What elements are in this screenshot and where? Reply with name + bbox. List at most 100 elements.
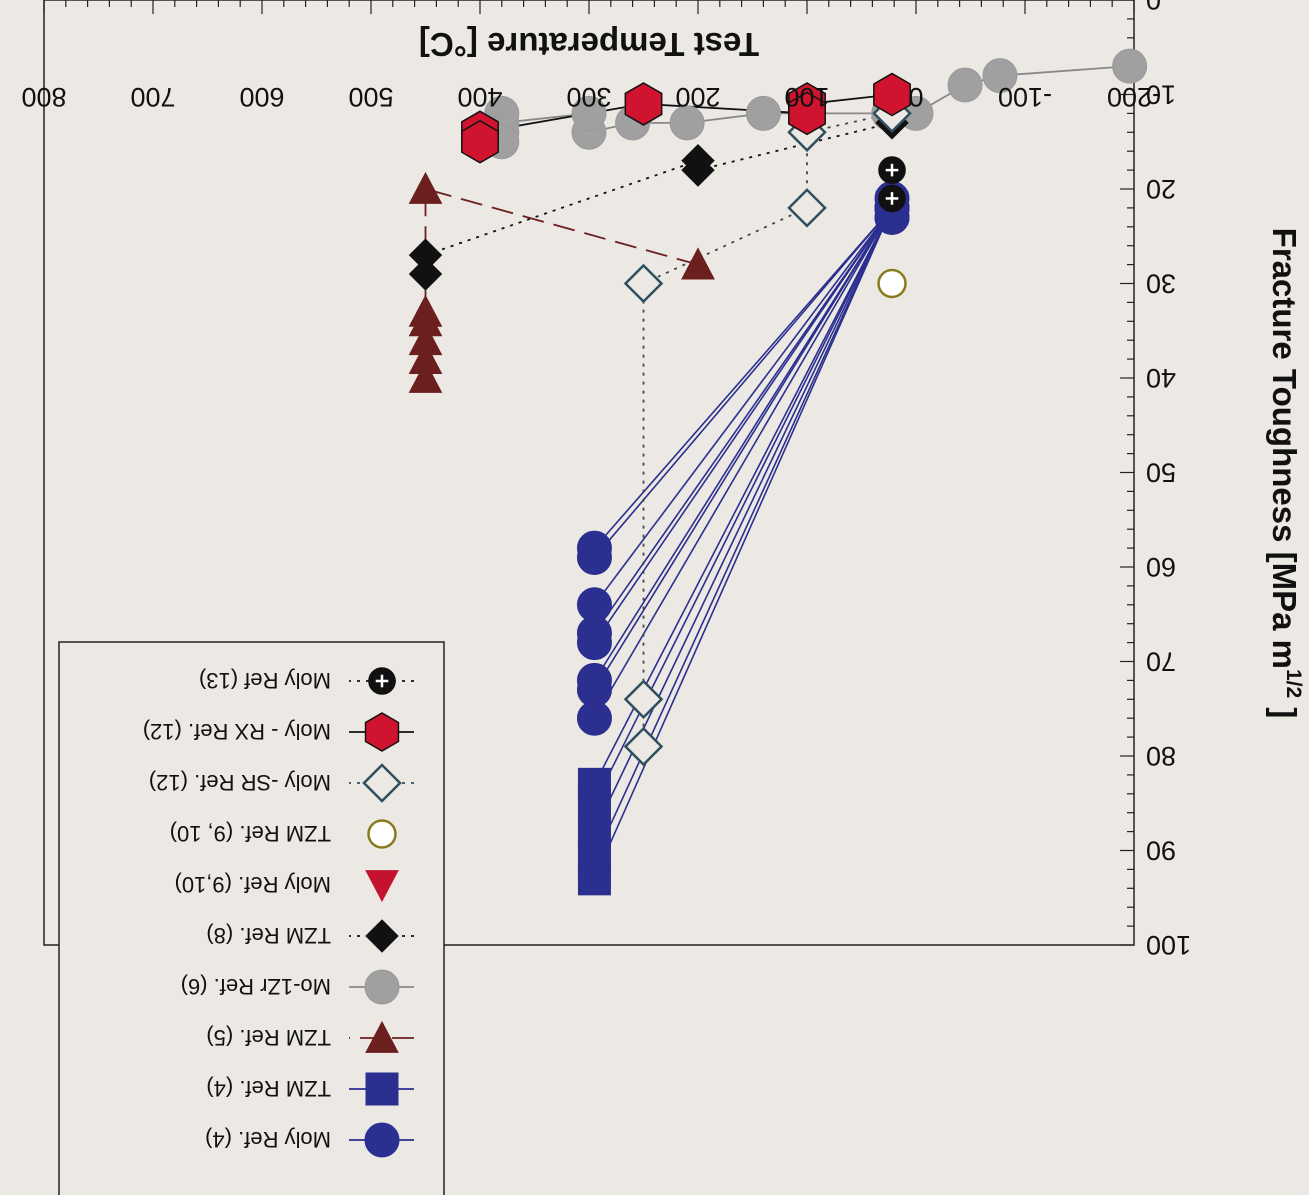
moly-sr-ref-12-point [623,679,664,720]
circle-shape [576,700,612,736]
moly-ref-4-line [593,207,893,681]
triangle-shape [365,870,399,903]
y-tick-label: 90 [1146,836,1176,866]
tzm-ref-4-point [577,786,611,820]
legend-label: Moly Ref. (9,10) [175,872,332,897]
moly-ref-13-point [878,184,906,213]
mo-1zr-ref-6-point [1112,48,1148,84]
moly-ref-4-line [593,207,893,644]
diamond-shape [623,726,664,767]
tzm-ref-4-line [593,207,893,861]
legend-entry-tzm-ref-8: TZM Ref. (8) [206,919,414,953]
diamond-shape [365,919,399,953]
tick-labels: -200 -100 0 100 200 300 400 500 600 700 800 0 10 20 30… [21,0,1191,960]
moly-ref-4-point [576,700,612,736]
circle-shape [367,819,397,849]
legend-marker [365,870,399,903]
circle-shape [576,540,612,576]
y-tick-label: 20 [1146,174,1176,204]
legend-marker [364,969,400,1005]
legend-label: Moly Ref (13) [199,668,331,693]
diamond-shape [623,263,664,304]
y-tick-label: 30 [1146,269,1176,299]
legend-entry-tzm-ref-4: TZM Ref. (4) [206,1072,414,1106]
tzm-ref-5-point [408,171,443,204]
circle-shape [982,58,1018,94]
y-tick-label: 80 [1146,741,1176,771]
moly-ref-4-line [593,207,893,606]
circle-shape [745,95,781,131]
legend-label: TZM Ref. (9, 10) [170,821,331,846]
data-points [408,48,1148,896]
x-tick-label: -100 [998,82,1052,112]
triangle-shape [408,360,443,393]
square-shape [577,815,611,849]
moly-sr-ref-12-point [787,188,827,228]
y-tick-label: 100 [1146,930,1191,960]
tzm-ref-8-point [408,238,443,272]
legend-marker [362,763,402,803]
moly-sr-ref-12-point [623,726,664,767]
moly-rx-ref-12-point [624,82,663,126]
legend-marker [368,667,396,695]
legend-entry-moly-ref-13: Moly Ref (13) [199,667,414,695]
legend-entry-moly-ref-9-10: Moly Ref. (9,10) [175,870,399,903]
diamond-shape [787,188,827,228]
mo-1zr-ref-6-point [947,67,983,103]
tzm-ref-4-point [577,815,611,849]
series-lines [424,65,1130,880]
circle-shape [877,268,907,299]
y-tick-label: 50 [1146,458,1176,488]
mo-1zr-ref-6-point [982,58,1018,94]
y-tick-label: 10 [1146,80,1176,110]
x-tick-label: 500 [348,82,393,112]
hexagon-shape [461,119,499,164]
legend-entry-tzm-ref-9-10: TZM Ref. (9, 10) [170,819,397,849]
moly-rx-ref-12-point [873,72,911,117]
circle-shape [364,969,400,1005]
y-tick-label: 40 [1146,363,1176,393]
axis-ticks [43,0,1135,946]
legend-entry-moly-rx-ref-12: Moly - RX Ref. (12) [143,712,414,752]
y-tick-label: 0 [1146,0,1161,15]
x-tick-label: 800 [21,82,66,112]
hexagon-shape [873,72,911,117]
x-tick-label: 300 [566,82,611,112]
legend-label: Moly -SR Ref. (12) [149,770,331,795]
mo-1zr-ref-6-point [669,105,705,141]
legend-entry-mo-1zr-ref-6: Mo-1Zr Ref. (6) [181,969,414,1005]
moly-ref-4-line [593,207,893,719]
triangle-shape [681,247,715,280]
hexagon-shape [364,712,400,752]
square-shape [365,1072,399,1106]
circle-shape [576,625,612,661]
triangle-shape [408,171,443,204]
legend-marker [365,1072,399,1106]
legend-marker [365,1020,399,1053]
tzm-ref-5-point [681,247,715,280]
x-tick-label: 100 [784,82,829,112]
y-tick-label: 60 [1146,552,1176,582]
y-axis-title: Fracture Toughness [MPa m1/2 ] [1266,228,1305,719]
moly-ref-13-point [878,156,906,184]
diamond-shape [681,143,715,178]
mo-1zr-ref-6-point [571,95,607,131]
tzm-ref-4-line [593,207,893,880]
moly-rx-ref-12-point [788,91,826,136]
diamond-shape [623,679,664,720]
legend: Moly Ref. (4) TZM Ref. (4) TZM Ref. (5) Mo-… [58,641,445,1195]
moly-ref-4-point [576,540,612,576]
legend-entry-moly-sr-ref-12: Moly -SR Ref. (12) [149,763,414,803]
square-shape [577,862,611,896]
legend-label: TZM Ref. (5) [206,1025,331,1050]
legend-label: TZM Ref. (8) [206,923,331,948]
legend-marker [364,1122,400,1158]
x-tick-label: -200 [1107,82,1161,112]
x-tick-label: 700 [130,82,175,112]
x-axis-title: Test Temperature [°C] [419,26,759,63]
x-tick-label: 600 [239,82,284,112]
hexagon-shape [624,82,663,126]
tzm-ref-4-point [577,862,611,896]
legend-label: Moly - RX Ref. (12) [143,719,331,744]
triangle-shape [365,1020,399,1053]
